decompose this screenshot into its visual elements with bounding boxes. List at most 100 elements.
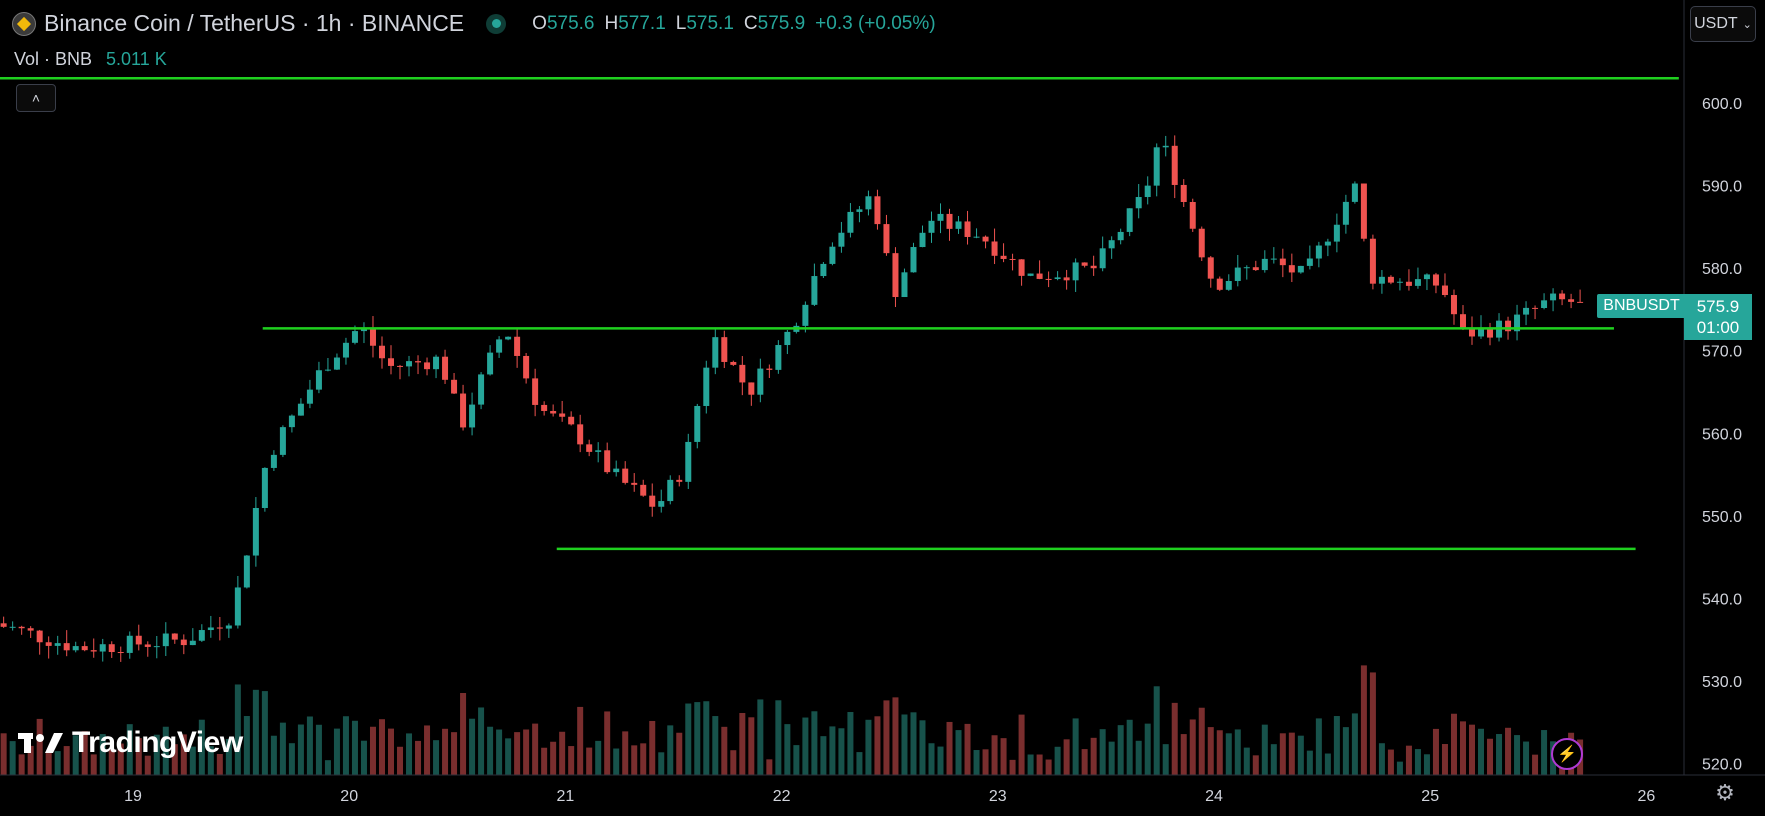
volume-bar bbox=[703, 701, 710, 775]
time-tick-label: 20 bbox=[340, 788, 358, 805]
high-value: 577.1 bbox=[618, 12, 666, 34]
lightning-icon[interactable]: ⚡ bbox=[1551, 738, 1583, 770]
volume-bar bbox=[1045, 759, 1052, 775]
volume-bar bbox=[784, 724, 791, 775]
candle-down bbox=[1180, 184, 1187, 202]
candle-down bbox=[649, 495, 656, 507]
candle-up bbox=[324, 369, 331, 371]
candle-down bbox=[532, 378, 539, 405]
symbol-title[interactable]: Binance Coin / TetherUS · 1h · BINANCE bbox=[44, 10, 465, 36]
volume-bar bbox=[613, 748, 620, 775]
candle-up bbox=[1054, 277, 1061, 280]
price-tick-label: 570.0 bbox=[1702, 344, 1742, 361]
volume-bar bbox=[1117, 725, 1124, 775]
volume-bar bbox=[1333, 716, 1340, 775]
candle-down bbox=[1559, 293, 1566, 300]
market-status-icon[interactable] bbox=[486, 13, 507, 34]
volume-bar bbox=[1505, 727, 1512, 775]
collapse-legend-button[interactable]: ˄ bbox=[16, 84, 56, 112]
price-tick-label: 530.0 bbox=[1702, 674, 1742, 691]
price-tick-label: 560.0 bbox=[1702, 426, 1742, 443]
symbol-price-label: BNBUSDT bbox=[1597, 294, 1686, 318]
volume-bar bbox=[207, 746, 214, 775]
candle-down bbox=[631, 482, 638, 485]
volume-bar bbox=[802, 717, 809, 775]
candle-up bbox=[1126, 208, 1133, 232]
candle-down bbox=[586, 444, 593, 452]
candle-up bbox=[694, 405, 701, 442]
volume-bar bbox=[27, 745, 34, 775]
volume-bar bbox=[270, 735, 277, 775]
candle-up bbox=[333, 357, 340, 370]
volume-bar bbox=[721, 726, 728, 775]
volume-bar bbox=[955, 730, 962, 775]
volume-bar bbox=[397, 746, 404, 775]
high-label: H bbox=[604, 12, 619, 34]
volume-bar bbox=[559, 731, 566, 775]
volume-bar bbox=[424, 725, 431, 775]
candle-up bbox=[1378, 276, 1385, 284]
volume-bar bbox=[126, 724, 133, 775]
volume-bar bbox=[829, 726, 836, 775]
volume-bar bbox=[1396, 761, 1403, 775]
volume-bar bbox=[198, 719, 205, 775]
candle-up bbox=[469, 404, 476, 428]
volume-bar bbox=[1423, 754, 1430, 775]
candle-up bbox=[496, 339, 503, 353]
volume-bar bbox=[1099, 729, 1106, 775]
candle-down bbox=[883, 224, 890, 254]
volume-bar bbox=[892, 697, 899, 775]
volume-bar bbox=[1405, 745, 1412, 775]
volume-bar bbox=[874, 716, 881, 775]
candle-up bbox=[243, 555, 250, 588]
tradingview-logo[interactable]: TradingView bbox=[18, 726, 243, 760]
candle-up bbox=[9, 626, 16, 628]
candle-down bbox=[739, 364, 746, 383]
volume-bar bbox=[478, 707, 485, 775]
candle-down bbox=[135, 635, 142, 645]
volume-bar bbox=[1414, 749, 1421, 775]
candle-up bbox=[207, 627, 214, 631]
candle-up bbox=[1225, 281, 1232, 290]
time-tick-label: 26 bbox=[1638, 788, 1656, 805]
price-axis[interactable]: 600.0 590.0 580.0 570.0 560.0 550.0 540.0 530.0… bbox=[1683, 0, 1742, 775]
volume-bar bbox=[1496, 734, 1503, 775]
candle-down bbox=[1459, 314, 1466, 329]
volume-bar bbox=[1523, 741, 1530, 775]
candle-up bbox=[1541, 300, 1548, 309]
candle-down bbox=[90, 650, 97, 652]
candle-down bbox=[1432, 274, 1439, 286]
volume-bar bbox=[1054, 746, 1061, 775]
volume-bar bbox=[685, 703, 692, 775]
candle-down bbox=[1288, 265, 1295, 273]
volume-bar bbox=[1072, 718, 1079, 775]
candle-down bbox=[1468, 328, 1475, 337]
candle-up bbox=[1117, 231, 1124, 241]
currency-selector[interactable]: USDT ⌄ bbox=[1690, 6, 1756, 42]
candle-up bbox=[1414, 279, 1421, 286]
candle-down bbox=[766, 368, 773, 370]
volume-bar bbox=[1009, 759, 1016, 775]
volume-bar bbox=[568, 746, 575, 775]
settings-gear-icon[interactable]: ⚙ bbox=[1715, 780, 1735, 805]
time-axis[interactable]: 19 20 21 22 23 24 25 26 bbox=[0, 774, 1765, 805]
volume-bar bbox=[99, 734, 106, 775]
candle-down bbox=[982, 236, 989, 242]
candle-up bbox=[360, 328, 367, 332]
volume-bar bbox=[1135, 740, 1142, 775]
close-value: 575.9 bbox=[757, 12, 806, 34]
candle-down bbox=[514, 336, 521, 356]
volume-bar bbox=[433, 740, 440, 775]
chart-header: Binance Coin / TetherUS · 1h · BINANCE O… bbox=[12, 10, 936, 37]
volume-bar bbox=[261, 691, 268, 775]
volume-bar bbox=[1189, 719, 1196, 775]
horizontal-lines[interactable] bbox=[0, 77, 1679, 551]
volume-legend[interactable]: Vol · BNB 5.011 K bbox=[14, 49, 167, 70]
price-tick-label: 590.0 bbox=[1702, 179, 1742, 196]
candle-down bbox=[216, 627, 223, 629]
candle-up bbox=[234, 587, 241, 626]
candle-up bbox=[712, 337, 719, 368]
volume-bar bbox=[1532, 754, 1539, 775]
volume-bar bbox=[982, 749, 989, 775]
